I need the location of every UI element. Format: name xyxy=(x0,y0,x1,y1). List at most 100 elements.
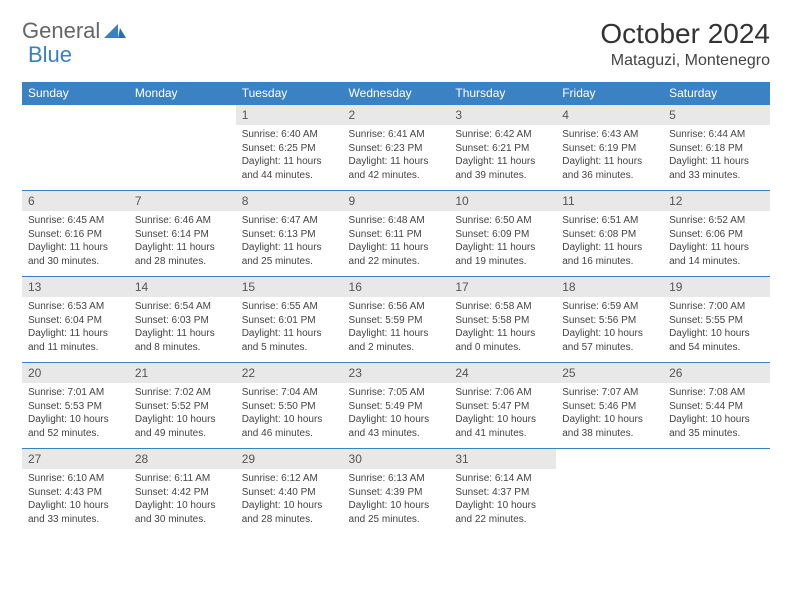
sunset-line: Sunset: 5:58 PM xyxy=(455,314,550,328)
day-details: Sunrise: 6:41 AMSunset: 6:23 PMDaylight:… xyxy=(343,125,450,185)
sunrise-line: Sunrise: 6:51 AM xyxy=(562,214,657,228)
sunset-line: Sunset: 6:25 PM xyxy=(242,142,337,156)
day-details: Sunrise: 7:00 AMSunset: 5:55 PMDaylight:… xyxy=(663,297,770,357)
day-details: Sunrise: 7:04 AMSunset: 5:50 PMDaylight:… xyxy=(236,383,343,443)
daylight-line: Daylight: 11 hours and 44 minutes. xyxy=(242,155,337,182)
calendar-day-cell: 21Sunrise: 7:02 AMSunset: 5:52 PMDayligh… xyxy=(129,362,236,448)
day-details: Sunrise: 6:13 AMSunset: 4:39 PMDaylight:… xyxy=(343,469,450,529)
sunset-line: Sunset: 6:04 PM xyxy=(28,314,123,328)
calendar-day-cell: 5Sunrise: 6:44 AMSunset: 6:18 PMDaylight… xyxy=(663,104,770,190)
daylight-line: Daylight: 10 hours and 57 minutes. xyxy=(562,327,657,354)
calendar-day-cell: 7Sunrise: 6:46 AMSunset: 6:14 PMDaylight… xyxy=(129,190,236,276)
day-number: 7 xyxy=(129,190,236,211)
calendar-day-cell: 28Sunrise: 6:11 AMSunset: 4:42 PMDayligh… xyxy=(129,448,236,534)
calendar-day-cell: 4Sunrise: 6:43 AMSunset: 6:19 PMDaylight… xyxy=(556,104,663,190)
sunset-line: Sunset: 6:09 PM xyxy=(455,228,550,242)
calendar-day-cell: 23Sunrise: 7:05 AMSunset: 5:49 PMDayligh… xyxy=(343,362,450,448)
calendar-day-cell: 1Sunrise: 6:40 AMSunset: 6:25 PMDaylight… xyxy=(236,104,343,190)
daylight-line: Daylight: 11 hours and 11 minutes. xyxy=(28,327,123,354)
day-details: Sunrise: 6:50 AMSunset: 6:09 PMDaylight:… xyxy=(449,211,556,271)
day-number: 11 xyxy=(556,190,663,211)
calendar-week-row: 13Sunrise: 6:53 AMSunset: 6:04 PMDayligh… xyxy=(22,276,770,362)
calendar-day-cell: 10Sunrise: 6:50 AMSunset: 6:09 PMDayligh… xyxy=(449,190,556,276)
day-details: Sunrise: 6:10 AMSunset: 4:43 PMDaylight:… xyxy=(22,469,129,529)
day-details: Sunrise: 6:43 AMSunset: 6:19 PMDaylight:… xyxy=(556,125,663,185)
sunrise-line: Sunrise: 6:42 AM xyxy=(455,128,550,142)
sunset-line: Sunset: 5:55 PM xyxy=(669,314,764,328)
sunrise-line: Sunrise: 7:07 AM xyxy=(562,386,657,400)
sunrise-line: Sunrise: 7:01 AM xyxy=(28,386,123,400)
logo-text-general: General xyxy=(22,18,100,44)
day-number: 28 xyxy=(129,448,236,469)
day-details: Sunrise: 7:06 AMSunset: 5:47 PMDaylight:… xyxy=(449,383,556,443)
day-number: 3 xyxy=(449,104,556,125)
daylight-line: Daylight: 10 hours and 22 minutes. xyxy=(455,499,550,526)
sunrise-line: Sunrise: 6:41 AM xyxy=(349,128,444,142)
calendar-day-cell: 15Sunrise: 6:55 AMSunset: 6:01 PMDayligh… xyxy=(236,276,343,362)
day-number: 12 xyxy=(663,190,770,211)
day-number: 24 xyxy=(449,362,556,383)
sunset-line: Sunset: 6:19 PM xyxy=(562,142,657,156)
sunset-line: Sunset: 6:03 PM xyxy=(135,314,230,328)
sunrise-line: Sunrise: 7:02 AM xyxy=(135,386,230,400)
day-number: 23 xyxy=(343,362,450,383)
daylight-line: Daylight: 11 hours and 5 minutes. xyxy=(242,327,337,354)
sunset-line: Sunset: 6:06 PM xyxy=(669,228,764,242)
sunrise-line: Sunrise: 6:59 AM xyxy=(562,300,657,314)
day-number: 16 xyxy=(343,276,450,297)
weekday-wednesday: Wednesday xyxy=(343,82,450,104)
calendar-week-row: 27Sunrise: 6:10 AMSunset: 4:43 PMDayligh… xyxy=(22,448,770,534)
day-details: Sunrise: 6:59 AMSunset: 5:56 PMDaylight:… xyxy=(556,297,663,357)
calendar-day-cell: 20Sunrise: 7:01 AMSunset: 5:53 PMDayligh… xyxy=(22,362,129,448)
sunrise-line: Sunrise: 6:13 AM xyxy=(349,472,444,486)
calendar-day-cell: 22Sunrise: 7:04 AMSunset: 5:50 PMDayligh… xyxy=(236,362,343,448)
calendar-week-row: 1Sunrise: 6:40 AMSunset: 6:25 PMDaylight… xyxy=(22,104,770,190)
day-details: Sunrise: 6:46 AMSunset: 6:14 PMDaylight:… xyxy=(129,211,236,271)
calendar-day-cell: 29Sunrise: 6:12 AMSunset: 4:40 PMDayligh… xyxy=(236,448,343,534)
sunrise-line: Sunrise: 6:48 AM xyxy=(349,214,444,228)
daylight-line: Daylight: 11 hours and 22 minutes. xyxy=(349,241,444,268)
day-number: 1 xyxy=(236,104,343,125)
day-details: Sunrise: 6:48 AMSunset: 6:11 PMDaylight:… xyxy=(343,211,450,271)
daylight-line: Daylight: 11 hours and 36 minutes. xyxy=(562,155,657,182)
daylight-line: Daylight: 11 hours and 30 minutes. xyxy=(28,241,123,268)
sunset-line: Sunset: 5:49 PM xyxy=(349,400,444,414)
day-number: 31 xyxy=(449,448,556,469)
calendar-day-cell: 8Sunrise: 6:47 AMSunset: 6:13 PMDaylight… xyxy=(236,190,343,276)
day-number: 13 xyxy=(22,276,129,297)
calendar-week-row: 6Sunrise: 6:45 AMSunset: 6:16 PMDaylight… xyxy=(22,190,770,276)
calendar-day-cell: 26Sunrise: 7:08 AMSunset: 5:44 PMDayligh… xyxy=(663,362,770,448)
logo-text-blue: Blue xyxy=(28,42,72,68)
sunset-line: Sunset: 5:53 PM xyxy=(28,400,123,414)
weekday-sunday: Sunday xyxy=(22,82,129,104)
header: General October 2024 Mataguzi, Montenegr… xyxy=(22,18,770,70)
sunrise-line: Sunrise: 6:55 AM xyxy=(242,300,337,314)
daylight-line: Daylight: 11 hours and 33 minutes. xyxy=(669,155,764,182)
day-number: 6 xyxy=(22,190,129,211)
day-number: 8 xyxy=(236,190,343,211)
sunrise-line: Sunrise: 6:58 AM xyxy=(455,300,550,314)
day-number: 27 xyxy=(22,448,129,469)
day-number: 30 xyxy=(343,448,450,469)
day-number: 26 xyxy=(663,362,770,383)
day-details: Sunrise: 7:08 AMSunset: 5:44 PMDaylight:… xyxy=(663,383,770,443)
day-details: Sunrise: 6:42 AMSunset: 6:21 PMDaylight:… xyxy=(449,125,556,185)
sunrise-line: Sunrise: 6:44 AM xyxy=(669,128,764,142)
day-number: 2 xyxy=(343,104,450,125)
day-details: Sunrise: 6:11 AMSunset: 4:42 PMDaylight:… xyxy=(129,469,236,529)
sunset-line: Sunset: 6:01 PM xyxy=(242,314,337,328)
calendar-day-cell: 6Sunrise: 6:45 AMSunset: 6:16 PMDaylight… xyxy=(22,190,129,276)
daylight-line: Daylight: 11 hours and 16 minutes. xyxy=(562,241,657,268)
daylight-line: Daylight: 10 hours and 41 minutes. xyxy=(455,413,550,440)
sunrise-line: Sunrise: 6:47 AM xyxy=(242,214,337,228)
weekday-thursday: Thursday xyxy=(449,82,556,104)
daylight-line: Daylight: 11 hours and 14 minutes. xyxy=(669,241,764,268)
sunrise-line: Sunrise: 7:08 AM xyxy=(669,386,764,400)
sunrise-line: Sunrise: 6:14 AM xyxy=(455,472,550,486)
sunset-line: Sunset: 6:13 PM xyxy=(242,228,337,242)
day-details: Sunrise: 7:05 AMSunset: 5:49 PMDaylight:… xyxy=(343,383,450,443)
sunset-line: Sunset: 5:50 PM xyxy=(242,400,337,414)
day-details: Sunrise: 6:54 AMSunset: 6:03 PMDaylight:… xyxy=(129,297,236,357)
sunset-line: Sunset: 4:39 PM xyxy=(349,486,444,500)
sunset-line: Sunset: 5:59 PM xyxy=(349,314,444,328)
